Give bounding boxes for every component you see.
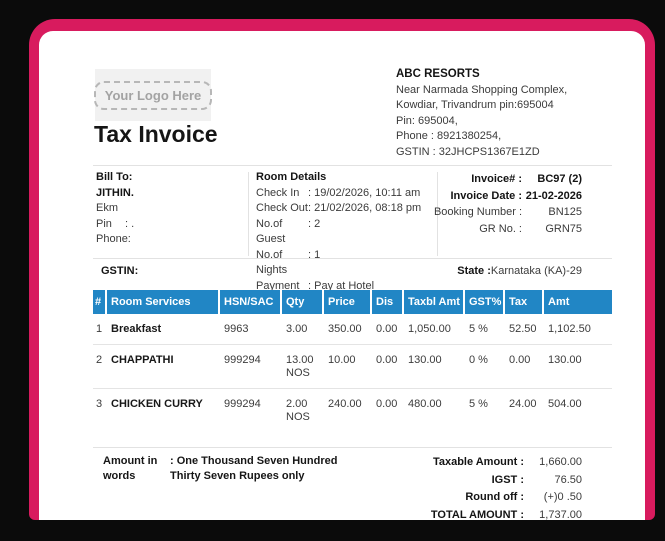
invoice-date-row: Invoice Date : 21-02-2026 xyxy=(450,189,582,202)
round-off-row: Round off : (+)0 .50 xyxy=(465,491,582,503)
company-gstin-line: GSTIN : 32JHCPS1367E1ZD xyxy=(396,145,540,158)
company-address-line: Kowdiar, Trivandrum pin:695004 xyxy=(396,99,554,111)
logo-placeholder-box: Your Logo Here xyxy=(93,69,213,121)
col-header-amt: Amt xyxy=(544,290,612,314)
col-header-price: Price xyxy=(324,290,372,314)
room-details-block: Room Details Check In : 19/02/2026, 10:1… xyxy=(256,170,421,294)
table-row: 1 Breakfast 9963 3.00 350.00 0.00 1,050.… xyxy=(93,314,612,345)
invoice-number-row: Invoice# : BC97 (2) xyxy=(471,173,582,185)
room-detail-row: No.of Nights : 1 xyxy=(256,248,321,277)
divider xyxy=(93,165,612,166)
pin-label: Pin xyxy=(96,217,112,230)
room-detail-row: Payment : Pay at Hotel xyxy=(256,279,375,292)
pin-value: : . xyxy=(125,217,135,230)
company-address-line: Near Narmada Shopping Complex, xyxy=(396,83,568,96)
total-amount-row: TOTAL AMOUNT : 1,737.00 xyxy=(430,508,582,521)
col-header-qty: Qty xyxy=(282,290,324,314)
divider-vertical xyxy=(437,172,438,256)
bill-to-name: JITHIN. xyxy=(96,186,134,199)
room-detail-row: No.of Guest : 2 xyxy=(256,217,321,246)
gstin-label: GSTIN: xyxy=(101,265,139,277)
divider xyxy=(93,258,612,259)
gr-number-row: GR No. : GRN75 xyxy=(479,222,582,235)
bill-to-phone: Phone: xyxy=(96,233,131,245)
amount-in-words-label: Amount in words xyxy=(103,455,158,482)
company-address-line: Phone : 8921380254, xyxy=(396,130,502,142)
room-detail-row: Check Out : 21/02/2026, 08:18 pm xyxy=(256,202,422,214)
divider xyxy=(93,447,612,448)
col-header-sl: # xyxy=(93,290,107,314)
col-header-taxable: Taxbl Amt xyxy=(404,290,465,314)
table-row: 3 CHICKEN CURRY 999294 2.00 NOS 240.00 0.… xyxy=(95,397,582,424)
booking-number-row: Booking Number : BN125 xyxy=(433,206,582,218)
logo-placeholder-text: Your Logo Here xyxy=(93,80,213,110)
invoice-card: Your Logo Here Tax Invoice ABC RESORTS N… xyxy=(39,31,645,521)
col-header-gst: GST% xyxy=(465,290,505,314)
state-label: State : xyxy=(457,265,491,277)
igst-row: IGST : 76.50 xyxy=(491,473,582,486)
col-header-service: Room Services xyxy=(107,290,220,314)
taxable-amount-row: Taxable Amount : 1,660.00 xyxy=(432,456,582,468)
col-header-dis: Dis xyxy=(372,290,404,314)
room-detail-row: Check In : 19/02/2026, 10:11 am xyxy=(256,186,421,199)
room-details-heading: Room Details xyxy=(256,171,327,183)
totals-block: Taxable Amount : 1,660.00 IGST : 76.50 R… xyxy=(332,454,582,524)
amount-in-words-value: : One Thousand Seven Hundred Thirty Seve… xyxy=(170,455,338,482)
state-value: Karnataka (KA)-29 xyxy=(490,265,582,277)
bill-to-city: Ekm xyxy=(96,202,118,214)
divider-vertical xyxy=(248,172,249,256)
amount-in-words: Amount in words : One Thousand Seven Hun… xyxy=(103,454,362,484)
table-row: 2 CHAPPATHI 999294 13.00 NOS 10.00 0.00 1… xyxy=(93,345,612,389)
table-header-row: # Room Services HSN/SAC Qty Price Dis Ta… xyxy=(93,290,612,314)
company-address-line: Pin: 695004, xyxy=(396,114,458,127)
line-items-table: # Room Services HSN/SAC Qty Price Dis Ta… xyxy=(93,290,612,432)
bill-to-block: Bill To: JITHIN. Ekm Pin : . Phone: xyxy=(96,170,134,248)
bill-to-heading: Bill To: xyxy=(96,171,133,183)
company-name: ABC RESORTS xyxy=(396,68,480,80)
bill-to-pin: Pin : . xyxy=(96,217,134,233)
invoice-meta-block: Invoice# : BC97 (2) Invoice Date : 21-02… xyxy=(386,171,582,237)
col-header-hsn: HSN/SAC xyxy=(220,290,282,314)
state-row: State :Karnataka (KA)-29 xyxy=(457,265,582,277)
col-header-tax: Tax xyxy=(505,290,544,314)
invoice-frame: Your Logo Here Tax Invoice ABC RESORTS N… xyxy=(29,19,655,521)
company-info: ABC RESORTS Near Narmada Shopping Comple… xyxy=(396,67,622,160)
page-title: Tax Invoice xyxy=(94,121,218,147)
